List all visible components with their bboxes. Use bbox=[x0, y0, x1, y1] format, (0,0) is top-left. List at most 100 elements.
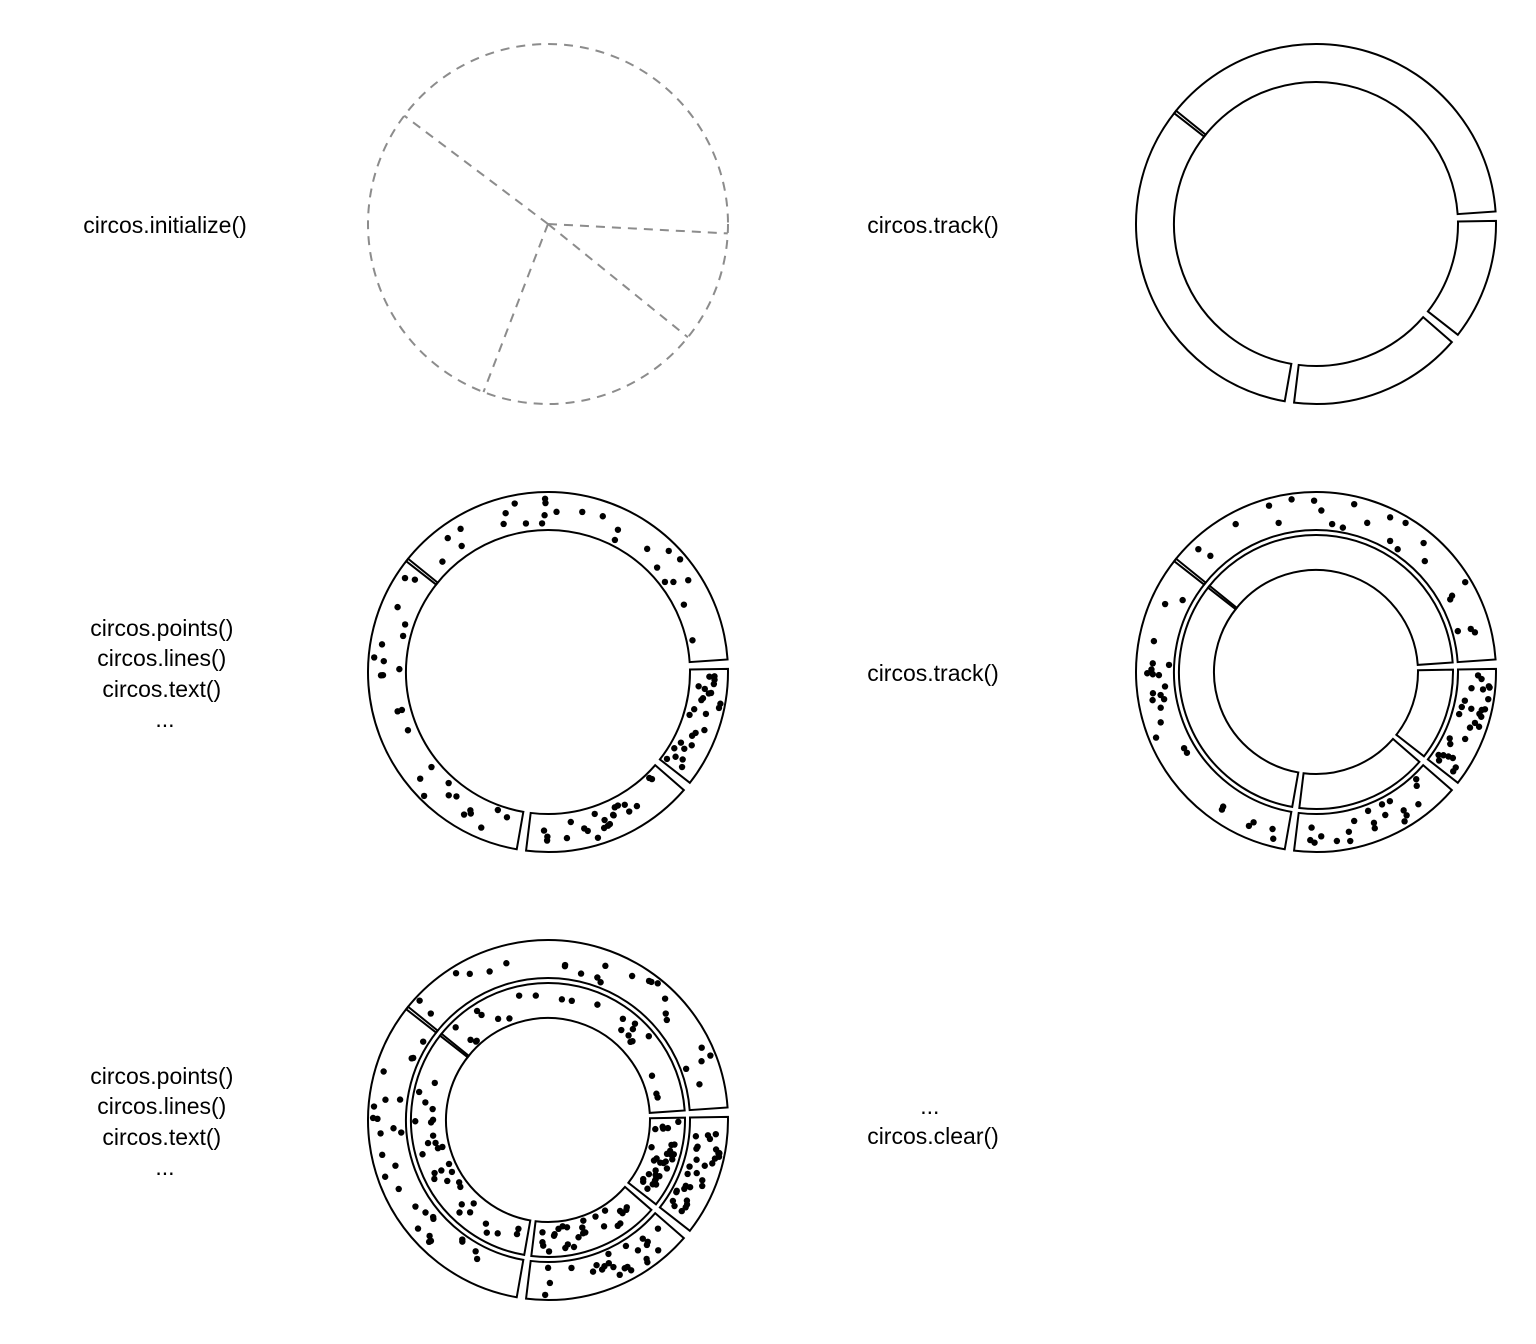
track-1-sector-a-point bbox=[1448, 592, 1456, 599]
track-2-sector-d-point bbox=[457, 1183, 464, 1191]
track-1-sector-a-cell bbox=[404, 491, 729, 664]
track-2-sector-d-point bbox=[513, 1230, 521, 1238]
track-1-sector-a-cell bbox=[404, 939, 729, 1112]
layout-outline-circle bbox=[367, 43, 729, 405]
track-1-sector-a-point bbox=[682, 1065, 690, 1073]
track-1-sector-b-point bbox=[1449, 754, 1457, 762]
sector-border-line bbox=[482, 223, 549, 393]
track-1-sector-d-point bbox=[416, 775, 424, 782]
track-1-sector-d-point bbox=[460, 811, 468, 818]
track-1-sector-c-point bbox=[543, 837, 551, 844]
track-1-sector-d-point bbox=[371, 654, 378, 661]
track-1-sector-c-point bbox=[1371, 825, 1378, 832]
track-1-sector-b-point bbox=[1485, 683, 1493, 690]
track-1-sector-d-point bbox=[396, 665, 403, 673]
track-2-sector-d-point bbox=[458, 1201, 465, 1208]
track-1-sector-c-point bbox=[610, 1263, 617, 1271]
track-1-sector-d-point bbox=[422, 1209, 429, 1216]
sector-border-line bbox=[547, 223, 689, 339]
track-1-sector-c-point bbox=[568, 1264, 575, 1272]
track-2-sector-b-point bbox=[675, 1118, 682, 1126]
track-1-sector-d-point bbox=[410, 1054, 417, 1062]
track-1-sector-c-point bbox=[654, 1225, 662, 1232]
track-2-sector-b-point bbox=[644, 1185, 651, 1192]
track-1-sector-a-cell bbox=[1172, 491, 1497, 664]
track-1-sector-b-cell bbox=[1426, 219, 1497, 337]
track-1-sector-d-point bbox=[1150, 637, 1158, 645]
track-1-sector-a-point bbox=[577, 970, 585, 977]
track-2-sector-b-point bbox=[662, 1158, 669, 1165]
track-2-sector-d-point bbox=[515, 1225, 522, 1233]
track-1-sector-d-point bbox=[392, 1162, 399, 1169]
track-1-sector-a-point bbox=[486, 968, 493, 975]
sector-border-line bbox=[403, 114, 549, 225]
track-1-sector-a-point bbox=[685, 577, 692, 584]
track-1-sector-c-point bbox=[1382, 811, 1389, 819]
track-1-sector-d-point bbox=[378, 641, 386, 648]
track-1-sector-a-point bbox=[1386, 537, 1394, 545]
track-2-sector-c-point bbox=[575, 1234, 582, 1241]
track-1-sector-b-point bbox=[1440, 752, 1447, 759]
track-1-sector-c-point bbox=[1318, 833, 1325, 840]
track-2-sector-c-point bbox=[601, 1207, 609, 1214]
track-2-sector-c-point bbox=[539, 1229, 546, 1236]
track-1-sector-d-point bbox=[1157, 691, 1164, 699]
track-2-sector-c-point bbox=[600, 1223, 608, 1230]
track-2-sector-b-point bbox=[669, 1156, 676, 1163]
track-1-sector-c-point bbox=[541, 1291, 549, 1299]
track-1-sector-a-point bbox=[662, 1010, 669, 1017]
track-1-sector-c-point bbox=[546, 1279, 554, 1287]
track-1-sector-b-point bbox=[1435, 751, 1442, 759]
track-2-sector-d-point bbox=[427, 1119, 435, 1126]
track-1-sector-a-point bbox=[1402, 519, 1409, 527]
track-1-sector-b-point bbox=[672, 753, 679, 760]
track-1-sector-b-point bbox=[699, 1182, 706, 1190]
track-1-sector-d-point bbox=[1160, 696, 1168, 703]
track-2-sector-a-point bbox=[627, 1038, 634, 1046]
track-1-sector-a-point bbox=[599, 513, 606, 520]
track-1-sector-a-point bbox=[689, 637, 696, 644]
track-1-sector-a-point bbox=[661, 995, 669, 1002]
track-1-sector-d-point bbox=[404, 727, 412, 734]
track-2-sector-a-point bbox=[473, 1007, 481, 1015]
track-1-sector-b-point bbox=[710, 680, 718, 688]
track-2-sector-d-point bbox=[456, 1209, 463, 1216]
track-1-sector-a-point bbox=[541, 512, 548, 519]
track-1-sector-b-point bbox=[673, 1188, 680, 1196]
track-1-sector-b-point bbox=[686, 1163, 693, 1170]
track-1-sector-d-point bbox=[398, 706, 406, 714]
track-1-sector-c-point bbox=[1333, 837, 1341, 845]
track-2-sector-a-point bbox=[629, 1025, 637, 1033]
track-1-sector-d-point bbox=[380, 657, 387, 665]
track-2-sector-d-point bbox=[470, 1200, 477, 1207]
track-1-sector-c-point bbox=[1307, 836, 1314, 844]
track-1-sector-c-point bbox=[601, 816, 608, 824]
track-2-sector-b-point bbox=[652, 1125, 659, 1133]
track-1-sector-b-cell bbox=[658, 1115, 729, 1233]
track-1-sector-a-point bbox=[707, 1052, 714, 1059]
track-1-sector-c-point bbox=[593, 1261, 600, 1269]
track-1-sector-b-point bbox=[678, 763, 686, 771]
track-1-sector-d-cell bbox=[1134, 109, 1293, 403]
track-1-sector-c-point bbox=[639, 1235, 646, 1242]
track-1-sector-a-point bbox=[542, 499, 549, 507]
track-1-sector-a-point bbox=[1318, 507, 1325, 514]
track-1-sector-b-point bbox=[692, 729, 699, 737]
track-1-sector-b-point bbox=[709, 1160, 716, 1167]
track-1-sector-d-point bbox=[380, 1068, 387, 1075]
track-1-sector-a-point bbox=[511, 500, 518, 507]
panel-first-track bbox=[1134, 43, 1497, 406]
track-1-sector-a-point bbox=[698, 1058, 705, 1065]
track-2-sector-d-point bbox=[431, 1175, 438, 1183]
track-1-sector-a-point bbox=[680, 601, 688, 608]
track-1-sector-d-point bbox=[1149, 696, 1156, 704]
track-1-sector-b-point bbox=[695, 683, 702, 690]
track-1-sector-d-point bbox=[377, 1130, 384, 1137]
label-plot-functions-first: circos.points() circos.lines() circos.te… bbox=[90, 615, 240, 732]
track-1-sector-b-point bbox=[699, 1177, 706, 1184]
track-1-sector-d-point bbox=[390, 1125, 397, 1132]
track-1-sector-b-point bbox=[707, 689, 715, 697]
track-1-sector-c-point bbox=[616, 1271, 623, 1279]
track-1-sector-b-point bbox=[1455, 710, 1463, 718]
track-2-sector-a-point bbox=[619, 1015, 627, 1022]
